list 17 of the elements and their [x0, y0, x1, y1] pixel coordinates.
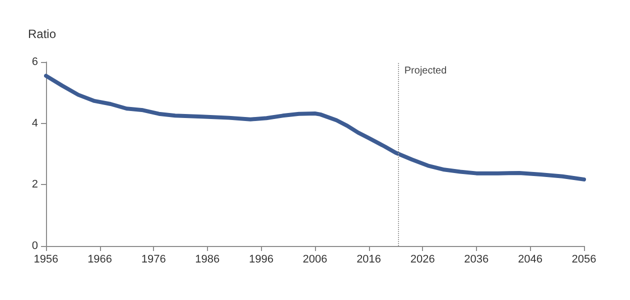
y-tick-label: 0 [32, 240, 38, 252]
x-tick-label: 2046 [518, 254, 542, 266]
x-tick-label: 2016 [356, 254, 382, 266]
y-tick-label: 6 [32, 56, 38, 68]
x-tick-label: 1996 [248, 254, 274, 266]
y-tick-label: 2 [32, 178, 38, 191]
y-axis-title: Ratio [28, 27, 56, 41]
x-tick-label: 1976 [141, 254, 166, 266]
x-tick-label: 1986 [195, 254, 220, 266]
x-tick-label: 2006 [302, 254, 328, 266]
ref-line-label: Projected [404, 66, 447, 76]
x-tick-label: 2056 [572, 254, 596, 266]
y-tick-label: 4 [32, 117, 38, 130]
x-tick-label: 1966 [88, 254, 112, 266]
x-tick-label: 2026 [410, 254, 435, 266]
x-tick-label: 2036 [464, 254, 489, 266]
x-tick-label: 1956 [34, 254, 58, 266]
